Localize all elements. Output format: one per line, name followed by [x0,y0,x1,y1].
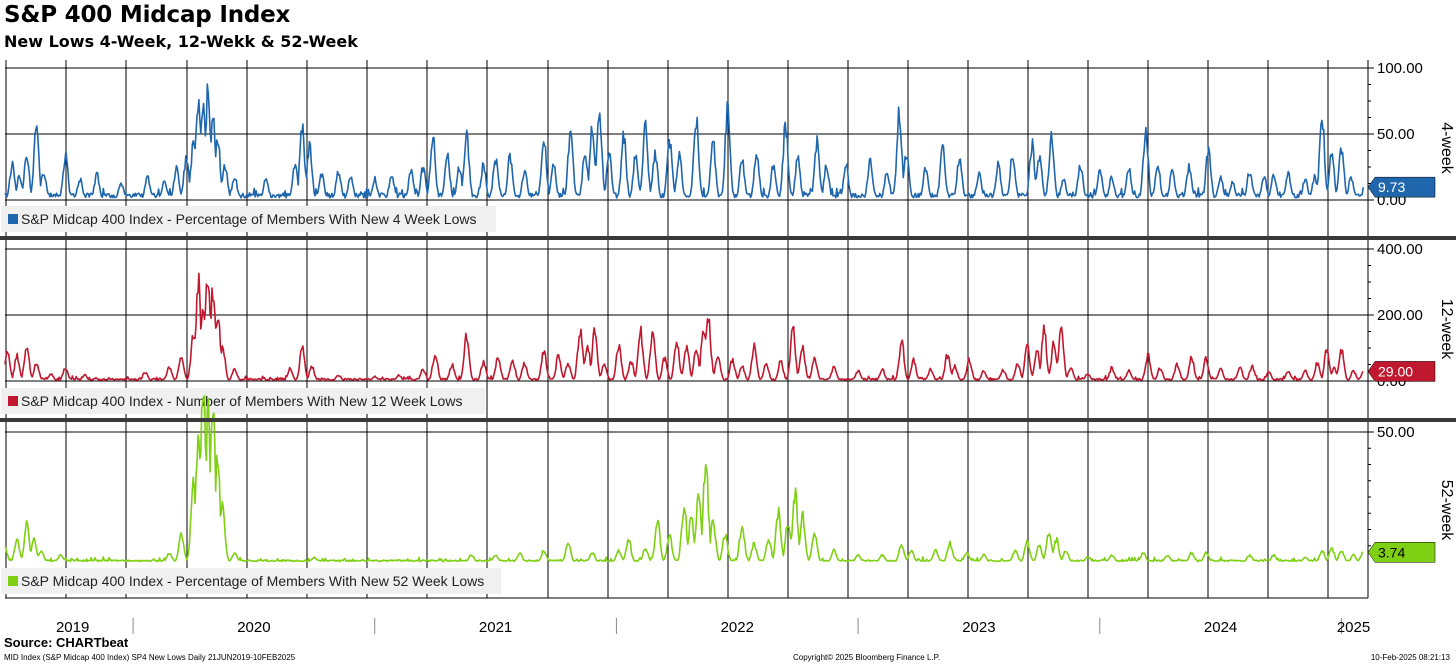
legend-label: S&P Midcap 400 Index - Number of Members… [21,393,462,409]
panel-divider [0,418,1456,422]
y-tick-label: 50.00 [1377,126,1415,143]
y-tick-label: 400.00 [1377,241,1423,258]
x-tick-label: 2021 [479,619,512,636]
y-tick-label: 50.00 [1377,424,1415,441]
legend-box [1,568,501,594]
series-line [4,83,1364,199]
footer-copyright: Copyright© 2025 Bloomberg Finance L.P. [793,653,941,662]
legend-label: S&P Midcap 400 Index - Percentage of Mem… [21,573,484,589]
y-tick-label: 100.00 [1377,60,1423,77]
legend-swatch [8,396,18,406]
source-note: Source: CHARTbeat [4,635,129,650]
panel-title: 12-week [1438,299,1455,360]
legend-label: S&P Midcap 400 Index - Percentage of Mem… [21,211,476,227]
series-line [4,272,1364,381]
last-value-label: 3.74 [1378,544,1405,560]
series-line [4,395,1364,563]
footer-ticker-info: MID Index (S&P Midcap 400 Index) SP4 New… [4,653,296,662]
last-value-badge [1367,176,1436,198]
x-tick-label: 2025 [1337,619,1370,636]
x-tick-label: 2023 [962,619,995,636]
panel-52-week: 50.00 52-week 3.74 S&P Midcap 400 Index - P… [1,395,1455,598]
legend-swatch [8,214,18,224]
x-tick-label: 2019 [56,619,89,636]
legend-box [1,388,485,414]
last-value-label: 9.73 [1378,179,1405,195]
x-axis: 2019 2020 2021 2022 2023 2024 2025 [5,597,1370,636]
legend-box [1,206,496,232]
chart-subtitle: New Lows 4-Week, 12-Wekk & 52-Week [4,32,358,51]
footer-timestamp: 10-Feb-2025 08:21:13 [1370,653,1450,662]
last-value-badge [1367,361,1436,382]
x-tick-label: 2020 [237,619,270,636]
chart-title: S&P 400 Midcap Index [4,2,291,28]
last-value-label: 29.00 [1378,363,1413,379]
last-value-badge [1367,542,1436,563]
x-tick-label: 2024 [1204,619,1237,636]
panel-title: 52-week [1438,480,1455,541]
legend-swatch [8,576,18,586]
panel-divider [0,236,1456,240]
x-tick-label: 2022 [721,619,754,636]
panel-title: 4-week [1438,122,1455,175]
y-tick-label: 200.00 [1377,307,1423,324]
